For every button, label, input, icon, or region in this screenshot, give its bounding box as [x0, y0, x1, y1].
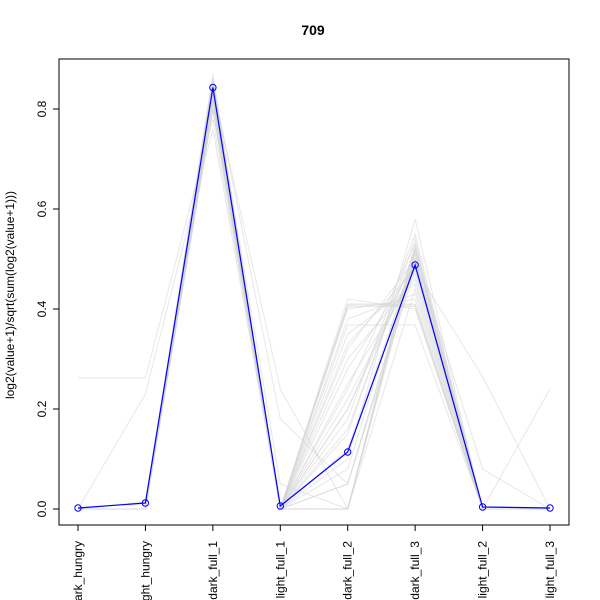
highlight-point — [209, 83, 217, 92]
y-tick-label: 0.4 — [35, 300, 49, 317]
y-tick-label: 0.0 — [35, 500, 49, 517]
highlight-point — [546, 504, 554, 512]
background-series-line — [78, 83, 550, 511]
highlight-series-group — [74, 83, 554, 512]
background-series-line — [78, 83, 550, 510]
highlight-series-line — [77, 87, 551, 509]
highlight-point — [276, 502, 284, 510]
y-axis-label: log2(value+1)/sqrt(sum(log2(value+1))) — [3, 191, 17, 399]
x-tick-label: light_full_2 — [476, 541, 490, 599]
x-tick-label: dark_full_2 — [341, 541, 355, 600]
x-tick-label: dark_full_3 — [408, 541, 422, 600]
background-series-line — [78, 73, 550, 511]
highlight-point — [411, 261, 419, 269]
background-series-line — [78, 83, 550, 510]
x-tick-label: light_full_3 — [543, 541, 557, 599]
background-series-line — [78, 78, 550, 511]
background-series-line — [78, 118, 550, 510]
plot-frame — [58, 58, 570, 526]
x-tick-label: light_full_1 — [273, 541, 287, 599]
background-series-line — [77, 78, 550, 510]
background-series-line — [78, 88, 550, 511]
highlight-point — [74, 504, 82, 512]
background-series-line — [78, 83, 550, 510]
y-tick-label: 0.2 — [35, 400, 49, 417]
y-tick-label: 0.6 — [35, 200, 49, 217]
y-axis: 0.0 0.2 0.4 0.6 0.8 — [35, 100, 59, 517]
background-series-line — [78, 83, 551, 511]
highlight-point — [478, 503, 487, 511]
y-tick-label: 0.8 — [35, 100, 49, 117]
x-tick-label: dark_full_1 — [206, 541, 220, 600]
x-axis: dark_hungry light_hungry dark_full_1 light_… — [71, 525, 557, 600]
chart-title: 709 — [301, 22, 325, 38]
background-series-group — [77, 73, 551, 511]
highlight-point — [344, 448, 352, 456]
x-tick-label: light_hungry — [138, 541, 152, 600]
x-tick-label: dark_hungry — [71, 541, 85, 600]
highlight-point — [141, 499, 150, 507]
